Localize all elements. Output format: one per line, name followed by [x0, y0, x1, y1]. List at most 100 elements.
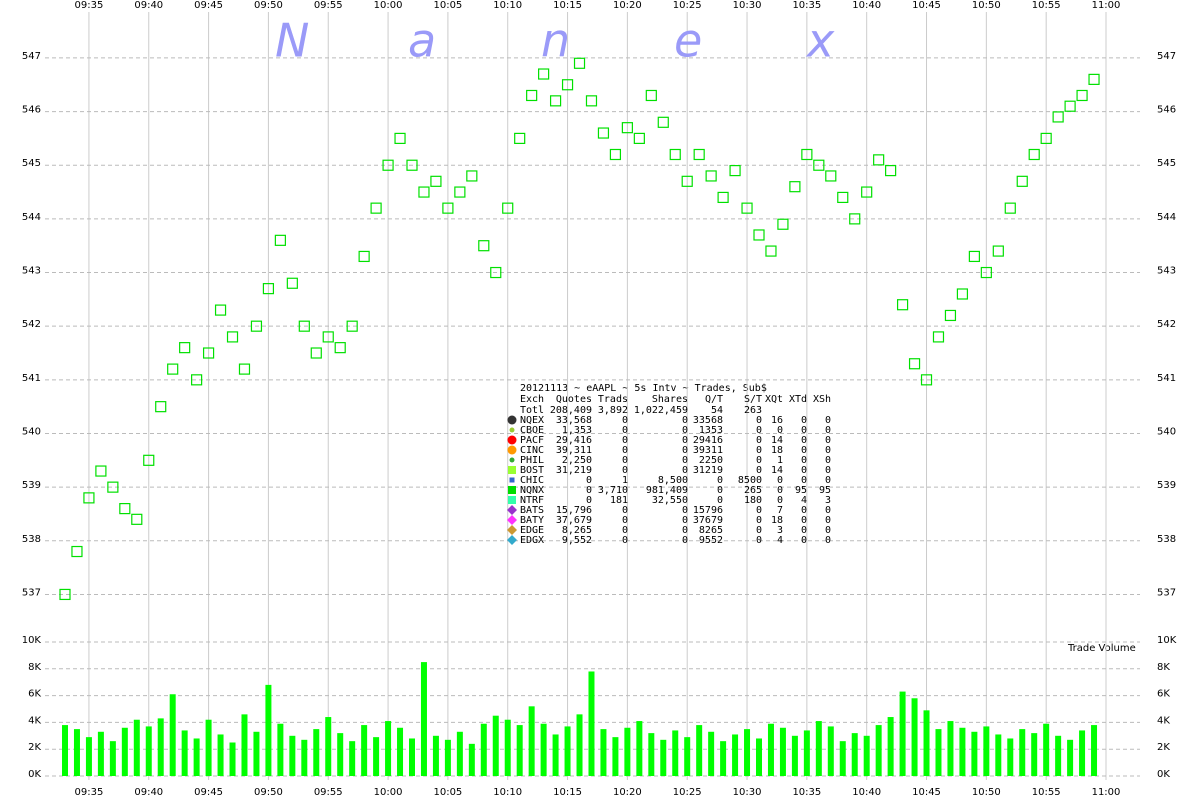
row-marker: [508, 496, 516, 504]
table-cell: 0: [756, 455, 762, 466]
volume-bar: [432, 735, 439, 776]
table-cell: 0: [756, 525, 762, 536]
price-marker: [789, 181, 801, 193]
volume-bar: [85, 737, 92, 776]
x-tick-label: 10:55: [1032, 0, 1061, 11]
volume-bar: [540, 723, 547, 776]
price-marker: [717, 191, 729, 204]
price-marker: [825, 170, 837, 182]
table-cell: 8500: [738, 475, 762, 486]
price-marker: [394, 132, 406, 144]
table-cell: 95: [819, 485, 831, 496]
price-marker: [705, 170, 717, 182]
y-tick-label: 540: [22, 426, 41, 437]
row-marker: [507, 525, 517, 535]
volume-bar: [528, 706, 535, 776]
table-cell: 8,265: [562, 525, 592, 536]
table-cell: 0: [801, 445, 807, 456]
table-cell: 95: [795, 485, 807, 496]
price-marker: [1052, 111, 1064, 123]
x-tick-label: 10:30: [733, 0, 762, 11]
y-tick-label-right: 4K: [1157, 715, 1170, 726]
x-tick-label: 11:00: [1092, 0, 1121, 11]
y-tick-label-right: 537: [1157, 587, 1176, 598]
y-tick-label: 539: [22, 480, 41, 491]
row-marker: [508, 486, 516, 494]
table-cell: 1,353: [562, 425, 592, 436]
table-cell: 14: [771, 435, 783, 446]
table-cell: 0: [801, 535, 807, 546]
volume-bar: [995, 734, 1002, 776]
table-cell: 0: [825, 415, 831, 426]
table-cell: 7: [777, 505, 783, 516]
volume-bar: [504, 719, 511, 776]
table-cell: 0: [622, 445, 628, 456]
table-cell: 3: [825, 495, 831, 506]
table-cell: 16: [771, 415, 783, 426]
price-marker: [262, 283, 275, 295]
table-cell: 15,796: [556, 505, 592, 516]
table-cell: 14: [771, 465, 783, 476]
table-cell: NTRF: [520, 495, 544, 506]
x-tick-label: 10:15: [553, 787, 582, 798]
table-cell: 0: [801, 465, 807, 476]
volume-bar: [576, 714, 583, 776]
x-tick-label: 10:35: [792, 0, 821, 11]
price-marker: [214, 304, 227, 316]
x-tick-label: 10:50: [972, 787, 1001, 798]
price-marker: [191, 374, 203, 386]
x-tick-label: 09:40: [134, 0, 163, 11]
volume-bar: [851, 733, 858, 776]
volume-bar: [636, 721, 643, 776]
x-tick-label: 10:45: [912, 787, 941, 798]
table-cell: 15796: [693, 505, 723, 516]
volume-bar: [277, 723, 284, 776]
volume-bar: [313, 729, 320, 776]
table-header: Exch: [520, 394, 544, 405]
y-tick-label: 541: [22, 373, 41, 384]
price-marker: [609, 148, 622, 161]
price-marker: [621, 122, 633, 134]
price-marker: [250, 320, 263, 332]
volume-bar: [899, 691, 906, 776]
table-header: Trads: [598, 394, 628, 405]
price-marker: [490, 266, 502, 279]
table-cell: 0: [756, 465, 762, 476]
table-cell: 1: [622, 475, 628, 486]
y-tick-label: 546: [22, 105, 41, 116]
table-cell: 265: [744, 485, 762, 496]
price-marker: [681, 175, 693, 187]
table-cell: 0: [756, 425, 762, 436]
x-tick-label: 10:10: [493, 0, 522, 11]
volume-bar: [325, 717, 332, 776]
table-cell: CBOE: [520, 425, 544, 436]
price-marker: [538, 68, 550, 80]
row-marker: [508, 466, 516, 474]
volume-bar: [672, 730, 679, 776]
table-cell: 0: [801, 435, 807, 446]
price-marker: [298, 320, 310, 332]
y-tick-label: 6K: [28, 689, 41, 700]
price-marker: [514, 132, 526, 144]
x-tick-label: 10:00: [374, 787, 403, 798]
price-marker: [131, 513, 143, 525]
table-cell: 0: [682, 435, 688, 446]
table-cell: BATY: [520, 515, 544, 526]
x-tick-label: 10:30: [733, 787, 762, 798]
volume-bar: [732, 734, 739, 776]
table-cell: PHIL: [520, 455, 544, 466]
x-tick-label: 10:45: [912, 0, 941, 11]
table-cell: PACF: [520, 435, 544, 446]
y-tick-label: 545: [22, 158, 41, 169]
table-cell: 0: [801, 515, 807, 526]
table-cell: 0: [801, 525, 807, 536]
price-marker: [466, 170, 478, 182]
x-tick-label: 10:10: [493, 787, 522, 798]
table-cell: 0: [682, 535, 688, 546]
price-marker: [418, 186, 430, 198]
table-cell: 0: [717, 485, 723, 496]
table-cell: 1: [777, 455, 783, 466]
volume-bar: [73, 729, 80, 776]
volume-bar: [1067, 739, 1074, 776]
table-total: 208,409: [550, 405, 592, 416]
